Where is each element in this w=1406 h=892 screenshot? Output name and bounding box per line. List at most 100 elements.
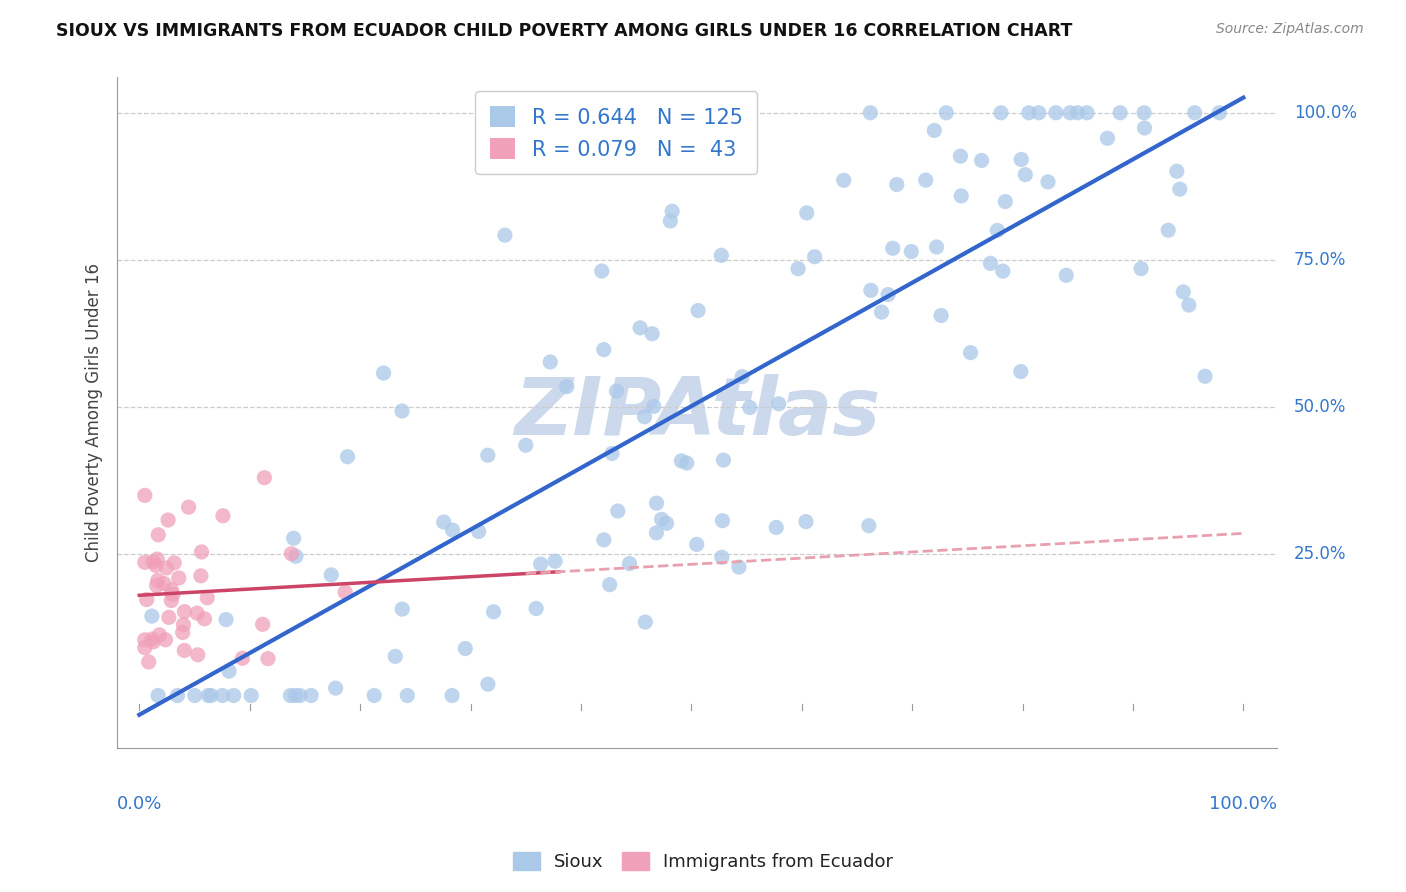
Point <box>991 264 1014 278</box>
Point <box>882 241 904 255</box>
Point <box>796 206 818 220</box>
Point <box>373 366 395 380</box>
Point <box>212 508 235 523</box>
Point <box>599 577 621 591</box>
Point <box>886 178 908 192</box>
Point <box>284 689 307 703</box>
Point <box>141 609 163 624</box>
Point <box>606 504 628 518</box>
Point <box>641 326 664 341</box>
Point <box>1066 105 1088 120</box>
Point <box>591 264 613 278</box>
Point <box>1133 105 1156 120</box>
Point <box>731 369 754 384</box>
Point <box>671 454 693 468</box>
Point <box>1184 105 1206 120</box>
Point <box>218 664 240 678</box>
Point <box>1109 105 1132 120</box>
Point <box>288 689 311 703</box>
Point <box>215 613 238 627</box>
Point <box>145 579 167 593</box>
Point <box>148 528 170 542</box>
Text: 75.0%: 75.0% <box>1294 251 1347 268</box>
Point <box>280 689 302 703</box>
Point <box>231 651 253 665</box>
Point <box>190 545 212 559</box>
Point <box>1097 131 1119 145</box>
Point <box>555 379 578 393</box>
Point <box>935 105 957 120</box>
Legend: Sioux, Immigrants from Ecuador: Sioux, Immigrants from Ecuador <box>506 846 900 879</box>
Point <box>163 556 186 570</box>
Point <box>166 689 188 703</box>
Point <box>173 605 195 619</box>
Point <box>134 488 156 502</box>
Point <box>325 681 347 695</box>
Point <box>645 525 668 540</box>
Point <box>257 651 280 665</box>
Point <box>1208 105 1230 120</box>
Point <box>195 591 218 605</box>
Point <box>211 689 233 703</box>
Point <box>929 309 952 323</box>
Point <box>787 261 810 276</box>
Point <box>177 500 200 515</box>
Point <box>441 523 464 537</box>
Point <box>333 585 356 599</box>
Point <box>832 173 855 187</box>
Text: 100.0%: 100.0% <box>1209 796 1277 814</box>
Point <box>986 223 1008 237</box>
Point <box>959 345 981 359</box>
Text: 0.0%: 0.0% <box>117 796 163 814</box>
Point <box>914 173 936 187</box>
Point <box>1130 261 1153 276</box>
Text: 25.0%: 25.0% <box>1294 545 1347 563</box>
Point <box>162 587 184 601</box>
Point <box>200 689 222 703</box>
Point <box>1194 369 1216 384</box>
Point <box>633 409 655 424</box>
Point <box>186 606 208 620</box>
Point <box>1010 153 1032 167</box>
Text: ZIPAtlas: ZIPAtlas <box>513 374 880 452</box>
Point <box>659 214 682 228</box>
Point <box>592 533 614 547</box>
Point <box>1157 223 1180 237</box>
Point <box>651 512 673 526</box>
Point <box>990 105 1012 120</box>
Point <box>544 554 567 568</box>
Point <box>134 640 156 655</box>
Point <box>142 635 165 649</box>
Point <box>157 610 180 624</box>
Point <box>167 571 190 585</box>
Point <box>643 400 665 414</box>
Point <box>858 518 880 533</box>
Point <box>600 446 623 460</box>
Point <box>970 153 993 168</box>
Point <box>1168 182 1191 196</box>
Point <box>949 149 972 163</box>
Point <box>138 655 160 669</box>
Point <box>142 555 165 569</box>
Point <box>146 552 169 566</box>
Point <box>546 138 568 153</box>
Legend: R = 0.644   N = 125, R = 0.079   N =  43: R = 0.644 N = 125, R = 0.079 N = 43 <box>475 91 758 174</box>
Point <box>686 537 709 551</box>
Point <box>299 689 322 703</box>
Point <box>197 689 219 703</box>
Point <box>391 602 413 616</box>
Point <box>155 632 177 647</box>
Point <box>1059 105 1081 120</box>
Point <box>924 123 946 137</box>
Point <box>467 524 489 539</box>
Point <box>172 617 194 632</box>
Point <box>153 576 176 591</box>
Point <box>1028 105 1050 120</box>
Point <box>768 397 790 411</box>
Point <box>592 343 614 357</box>
Point <box>173 643 195 657</box>
Text: SIOUX VS IMMIGRANTS FROM ECUADOR CHILD POVERTY AMONG GIRLS UNDER 16 CORRELATION : SIOUX VS IMMIGRANTS FROM ECUADOR CHILD P… <box>56 22 1073 40</box>
Point <box>538 355 561 369</box>
Point <box>675 456 697 470</box>
Point <box>1076 105 1098 120</box>
